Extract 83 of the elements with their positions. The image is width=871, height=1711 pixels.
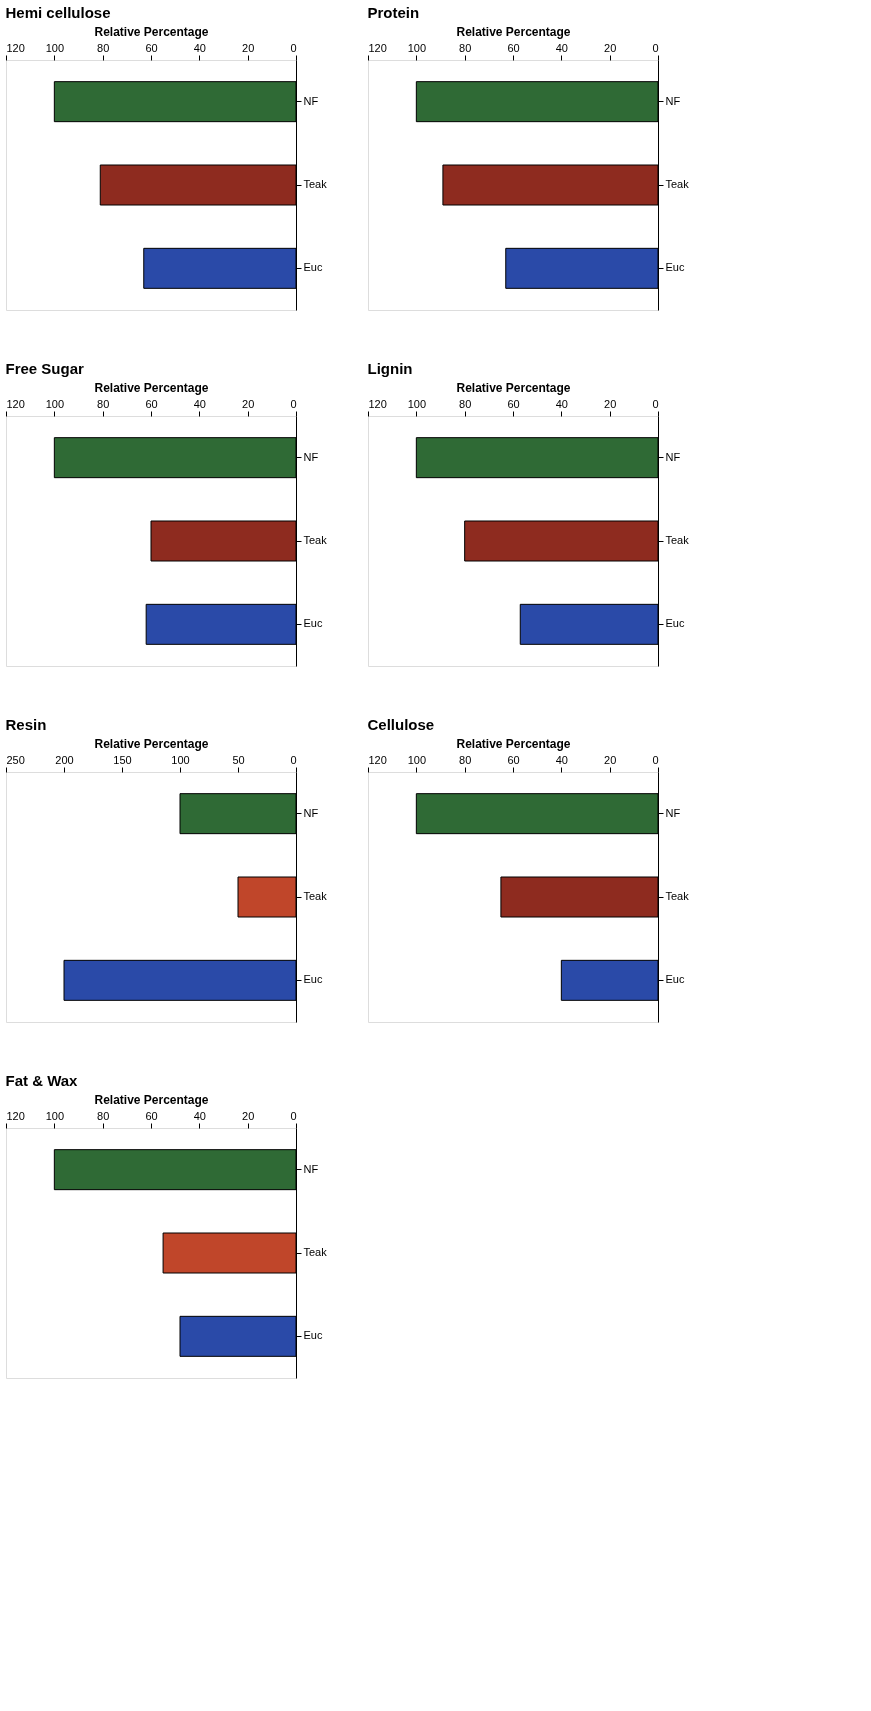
chart-title: Fat & Wax (5, 1072, 79, 1089)
chart-title: Lignin (367, 360, 413, 377)
x-tick-label: 0 (652, 753, 659, 766)
x-axis-title: Relative Percentage (456, 380, 571, 395)
x-tick-label: 40 (193, 41, 206, 54)
x-tick-label: 150 (113, 753, 132, 766)
x-tick-label: 60 (507, 397, 520, 410)
x-tick-label: 0 (290, 1109, 297, 1122)
x-tick-label: 120 (368, 753, 387, 766)
x-tick-label: 100 (407, 753, 427, 766)
x-tick-label: 120 (6, 397, 25, 410)
y-tick-label: Euc (303, 261, 323, 274)
x-tick-label: 0 (290, 41, 297, 54)
x-tick-label: 20 (242, 1109, 255, 1122)
x-tick-label: 100 (45, 397, 65, 410)
y-tick-label: Euc (303, 973, 323, 986)
x-tick-label: 100 (45, 41, 65, 54)
chart-title: Free Sugar (5, 360, 85, 377)
x-tick-label: 60 (145, 397, 158, 410)
x-tick-label: 20 (604, 397, 617, 410)
x-tick-label: 0 (290, 753, 297, 766)
y-tick-label: Euc (665, 973, 685, 986)
y-tick-label: NF (665, 450, 681, 463)
x-axis-title: Relative Percentage (94, 736, 209, 751)
y-tick-label: Euc (665, 617, 685, 630)
chart-title: Protein (367, 4, 420, 21)
chart-title: Resin (5, 716, 47, 733)
x-axis-title: Relative Percentage (456, 736, 571, 751)
x-tick-label: 120 (6, 1109, 25, 1122)
y-tick-label: Teak (303, 1246, 328, 1258)
x-tick-label: 100 (407, 397, 427, 410)
x-tick-label: 20 (242, 41, 255, 54)
chart-title: Cellulose (367, 716, 435, 733)
y-tick-label: Teak (303, 534, 328, 546)
x-tick-label: 120 (6, 41, 25, 54)
x-tick-label: 40 (555, 397, 568, 410)
x-tick-label: 20 (242, 397, 255, 410)
x-axis-title: Relative Percentage (94, 380, 209, 395)
y-tick-label: Euc (665, 261, 685, 274)
x-tick-label: 100 (407, 41, 427, 54)
x-tick-label: 120 (368, 397, 387, 410)
y-tick-label: Teak (665, 534, 690, 546)
x-tick-label: 20 (604, 41, 617, 54)
x-tick-label: 60 (507, 41, 520, 54)
y-tick-label: NF (665, 806, 681, 819)
y-tick-label: Teak (303, 890, 328, 902)
x-tick-label: 80 (97, 397, 110, 410)
x-tick-label: 80 (97, 1109, 110, 1122)
x-tick-label: 20 (604, 753, 617, 766)
x-tick-label: 120 (368, 41, 387, 54)
x-tick-label: 0 (652, 41, 659, 54)
x-tick-label: 50 (232, 753, 245, 766)
x-tick-label: 60 (507, 753, 520, 766)
x-axis-title: Relative Percentage (456, 24, 571, 39)
x-tick-label: 0 (652, 397, 659, 410)
x-axis-title: Relative Percentage (94, 24, 209, 39)
y-tick-label: Euc (303, 617, 323, 630)
x-tick-label: 40 (193, 1109, 206, 1122)
x-tick-label: 100 (45, 1109, 65, 1122)
x-tick-label: 40 (555, 753, 568, 766)
y-tick-label: NF (303, 94, 319, 107)
y-tick-label: Teak (665, 890, 690, 902)
y-tick-label: NF (665, 94, 681, 107)
x-tick-label: 40 (193, 397, 206, 410)
y-tick-label: Teak (665, 178, 690, 190)
x-tick-label: 80 (97, 41, 110, 54)
chart-title: Hemi cellulose (5, 4, 111, 21)
x-tick-label: 80 (459, 41, 472, 54)
x-tick-label: 60 (145, 41, 158, 54)
x-tick-label: 100 (171, 753, 190, 766)
x-tick-label: 80 (459, 753, 472, 766)
x-tick-label: 250 (6, 753, 25, 766)
y-tick-label: NF (303, 1162, 319, 1175)
x-tick-label: 60 (145, 1109, 158, 1122)
y-tick-label: Euc (303, 1329, 323, 1342)
x-tick-label: 200 (55, 753, 74, 766)
y-tick-label: NF (303, 450, 319, 463)
y-tick-label: Teak (303, 178, 328, 190)
x-axis-title: Relative Percentage (94, 1092, 209, 1107)
x-tick-label: 40 (555, 41, 568, 54)
x-tick-label: 0 (290, 397, 297, 410)
y-tick-label: NF (303, 806, 319, 819)
x-tick-label: 80 (459, 397, 472, 410)
